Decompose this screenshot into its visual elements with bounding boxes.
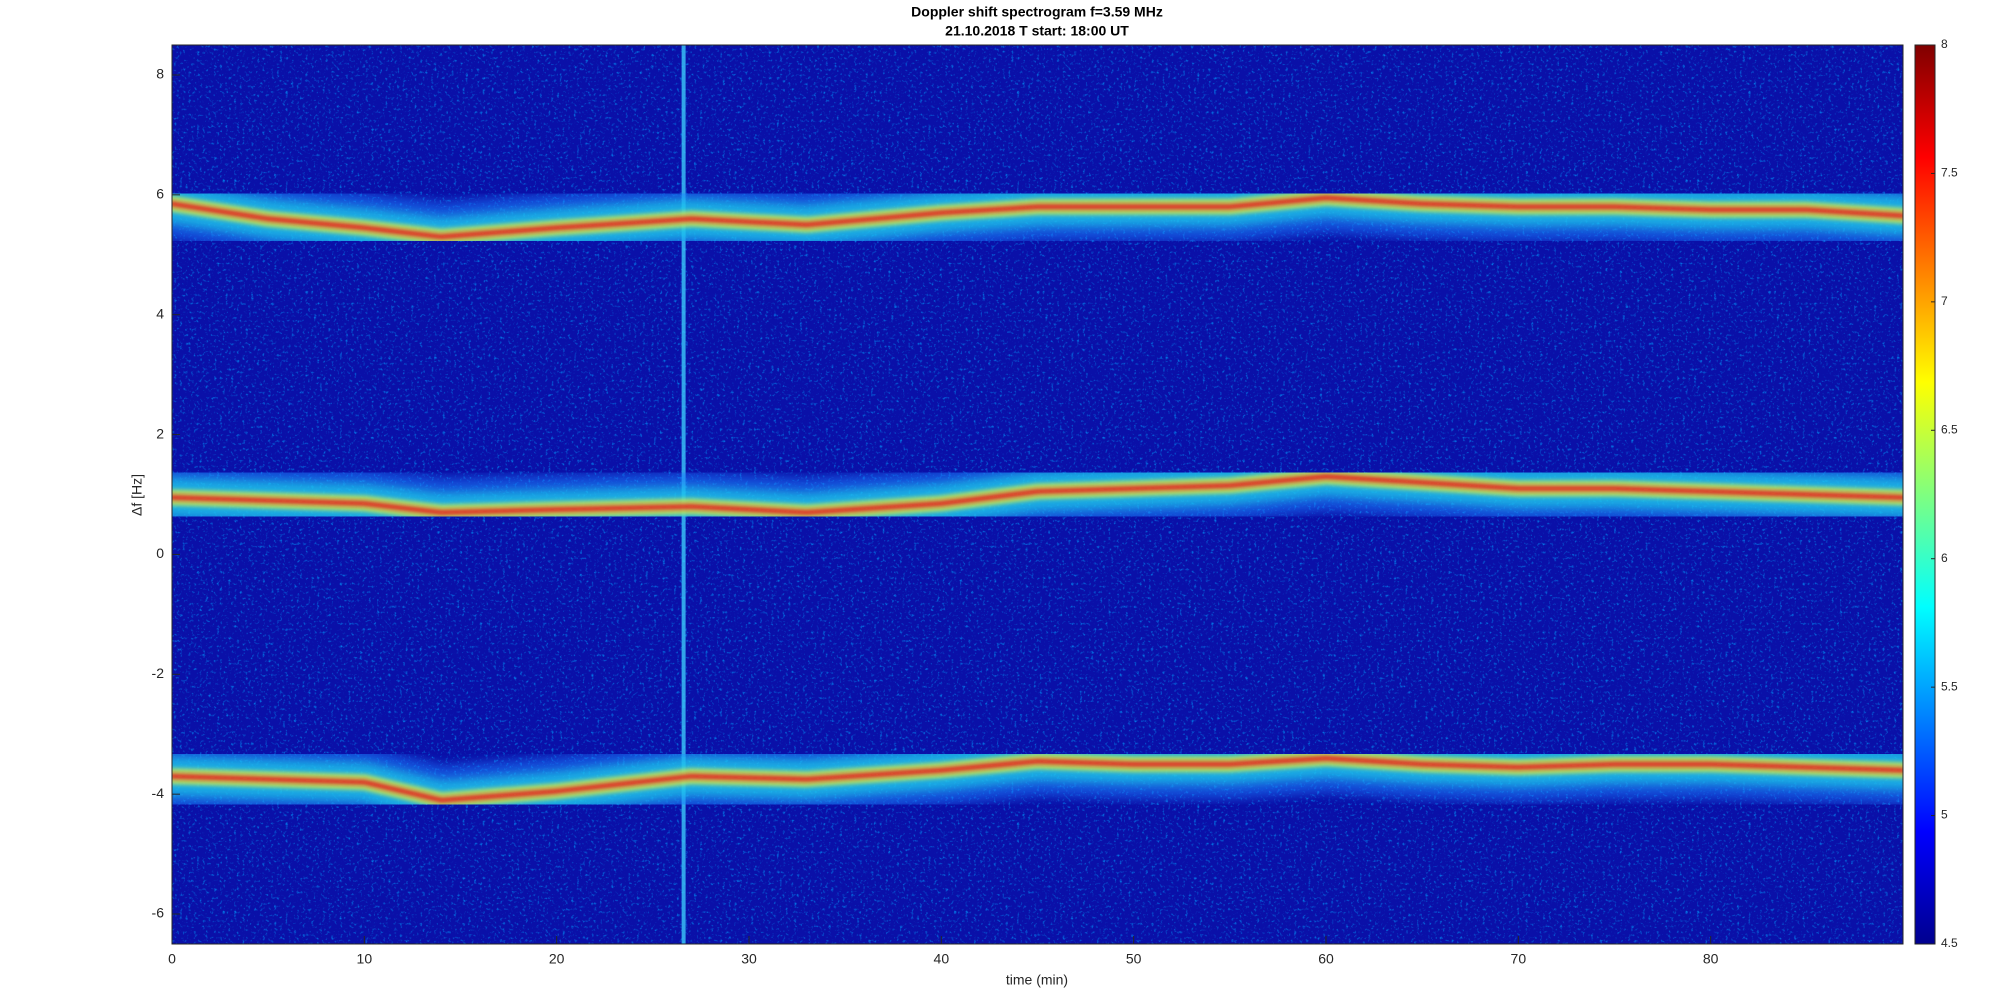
colorbar xyxy=(1914,44,1936,945)
x-tick-label: 10 xyxy=(357,951,373,967)
y-tick-label: 0 xyxy=(156,545,164,561)
plot-frame xyxy=(171,44,1904,945)
colorbar-tick-label: 7 xyxy=(1941,294,1948,308)
band-core xyxy=(172,195,1903,240)
x-tick-label: 50 xyxy=(1126,951,1142,967)
band-core xyxy=(172,755,1903,803)
x-tick-label: 30 xyxy=(741,951,757,967)
plot-area xyxy=(172,45,1903,944)
y-tick-label: 2 xyxy=(156,425,164,441)
y-tick-label: 6 xyxy=(156,186,164,202)
y-tick-label: 4 xyxy=(156,305,164,321)
colorbar-tick-label: 6 xyxy=(1941,551,1948,565)
x-axis-label: time (min) xyxy=(1006,972,1068,988)
chart-subtitle: 21.10.2018 T start: 18:00 UT xyxy=(945,23,1129,39)
colorbar-tick-label: 8 xyxy=(1941,37,1948,51)
colorbar-tick-label: 7.5 xyxy=(1941,166,1958,180)
colorbar-tick-label: 4.5 xyxy=(1941,936,1958,950)
x-tick-label: 40 xyxy=(934,951,950,967)
y-tick-label: -2 xyxy=(152,665,165,681)
x-tick-label: 60 xyxy=(1318,951,1334,967)
colorbar-tick-label: 5.5 xyxy=(1941,679,1958,693)
chart-title: Doppler shift spectrogram f=3.59 MHz xyxy=(911,4,1163,20)
band-core xyxy=(172,474,1903,515)
x-tick-label: 20 xyxy=(549,951,565,967)
x-tick-label: 70 xyxy=(1511,951,1527,967)
x-tick-label: 0 xyxy=(168,951,176,967)
colorbar-tick-label: 5 xyxy=(1941,808,1948,822)
y-tick-label: -6 xyxy=(152,905,165,921)
y-axis-label: Δf [Hz] xyxy=(129,474,145,516)
y-tick-label: 8 xyxy=(156,66,164,82)
x-tick-label: 80 xyxy=(1703,951,1719,967)
colorbar-tick-label: 6.5 xyxy=(1941,422,1958,436)
y-tick-label: -4 xyxy=(152,785,165,801)
